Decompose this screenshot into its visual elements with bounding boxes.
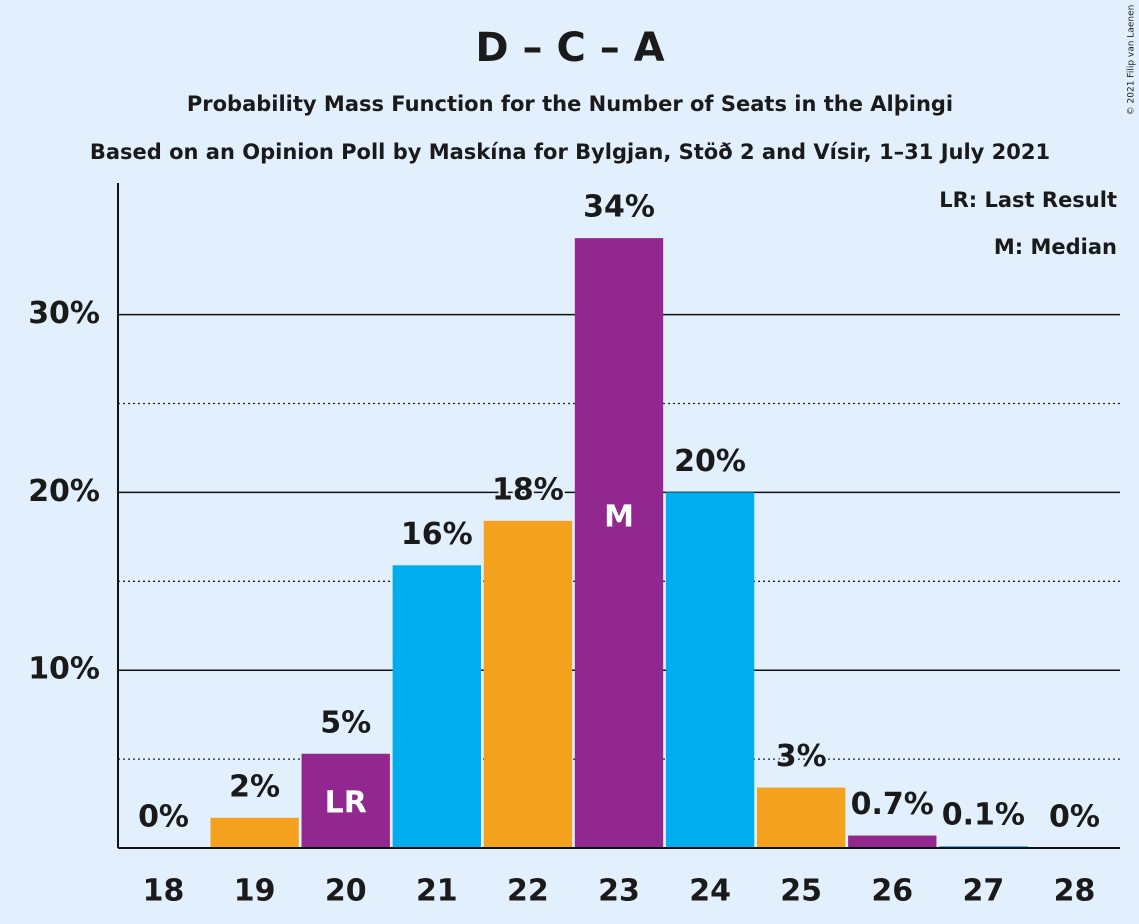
- bar: [665, 492, 755, 848]
- value-label: 0.1%: [942, 798, 1025, 833]
- x-tick-label: 25: [780, 874, 822, 909]
- y-tick-label: 30%: [28, 296, 100, 331]
- legend-entry: LR: Last Result: [939, 188, 1117, 212]
- x-tick-label: 20: [325, 874, 367, 909]
- x-tick-label: 28: [1054, 874, 1096, 909]
- value-label: 16%: [401, 517, 473, 552]
- value-label: 18%: [492, 472, 564, 507]
- value-label: 0.7%: [851, 787, 934, 822]
- bar-annotation: LR: [325, 786, 367, 821]
- y-tick-label: 20%: [28, 474, 100, 509]
- x-tick-label: 27: [962, 874, 1004, 909]
- x-tick-label: 21: [416, 874, 458, 909]
- bar: [848, 835, 937, 848]
- value-label: 2%: [229, 769, 280, 804]
- x-tick-label: 23: [598, 874, 640, 909]
- x-tick-label: 24: [689, 874, 731, 909]
- value-label: 20%: [674, 444, 746, 479]
- x-tick-label: 26: [871, 874, 913, 909]
- bar: [210, 817, 299, 848]
- legend-entry: M: Median: [994, 235, 1117, 259]
- bar: [574, 238, 664, 849]
- x-tick-label: 22: [507, 874, 549, 909]
- bar: [483, 520, 573, 848]
- chart-title: D – C – A: [475, 25, 664, 71]
- chart-subtitle: Based on an Opinion Poll by Maskína for …: [90, 140, 1050, 164]
- value-label: 0%: [138, 800, 189, 835]
- bar-annotation: M: [604, 500, 634, 535]
- value-label: 3%: [776, 739, 827, 774]
- value-label: 5%: [320, 705, 371, 740]
- chart-subtitle: Probability Mass Function for the Number…: [187, 92, 953, 116]
- x-tick-label: 18: [143, 874, 185, 909]
- copyright: © 2021 Filip van Laenen: [1127, 5, 1137, 116]
- y-tick-label: 10%: [28, 652, 100, 687]
- value-label: 34%: [583, 190, 655, 225]
- bar: [757, 787, 846, 848]
- value-label: 0%: [1049, 800, 1100, 835]
- bar: [301, 753, 390, 848]
- bar: [392, 565, 481, 848]
- x-tick-label: 19: [234, 874, 276, 909]
